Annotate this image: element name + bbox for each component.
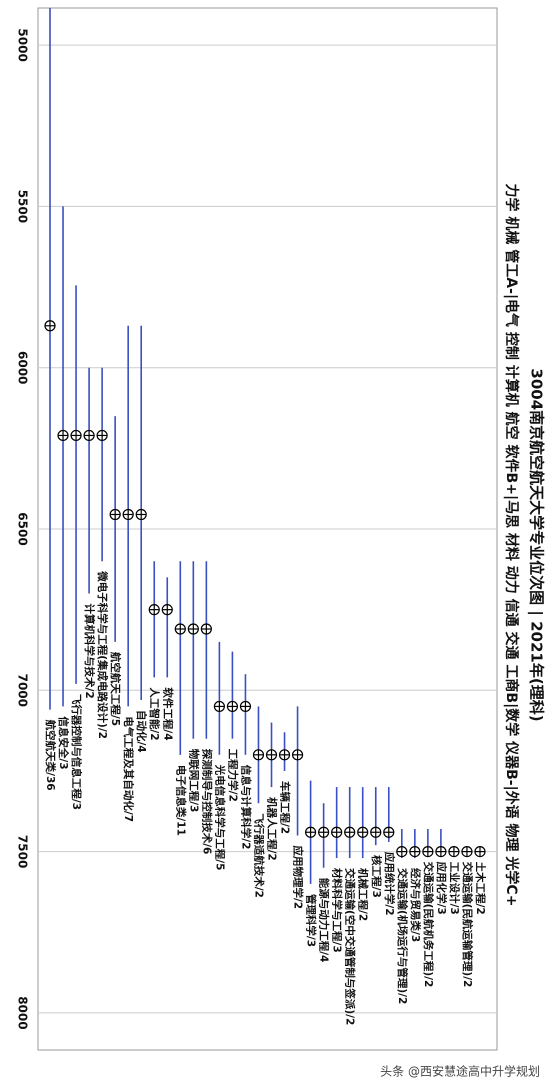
- marker: [200, 623, 212, 635]
- marker: [57, 429, 69, 442]
- marker: [122, 508, 134, 521]
- marker: [461, 846, 473, 858]
- watermark: 头条 @西安慧途高中升学规划: [380, 1064, 540, 1079]
- category-label: 能源与动力工程/4: [318, 878, 331, 963]
- category-label: 光电信息科学与工程/5: [213, 764, 226, 871]
- marker: [187, 623, 199, 635]
- marker: [96, 429, 108, 442]
- category-label: 机械工程/2: [357, 868, 370, 921]
- category-label: 航空航天类/36: [44, 720, 57, 791]
- category-label: 信息安全/3: [57, 716, 70, 769]
- category-label: 机器人工程/2: [266, 797, 279, 861]
- marker: [291, 749, 304, 761]
- category-label: 车辆工程/2: [279, 781, 292, 834]
- marker: [135, 508, 147, 521]
- category-label: 计算机科学与技术/2: [83, 604, 96, 699]
- marker: [161, 604, 173, 616]
- category-label: 软件工程/4: [161, 687, 174, 740]
- marker: [174, 623, 186, 635]
- marker: [409, 846, 421, 858]
- marker: [109, 508, 121, 521]
- category-label: 自动化/4: [135, 710, 148, 753]
- category-label: 信息与计算科学/2: [239, 765, 252, 850]
- y-tick-label: 7000: [16, 674, 30, 707]
- category-label: 交通运输(民航运输管理)/2: [461, 862, 474, 988]
- marker: [396, 846, 408, 858]
- category-label: 材料科学与工程/3: [331, 867, 344, 953]
- marker: [448, 846, 460, 858]
- category-label: 人工智能/2: [148, 687, 161, 740]
- category-label: 探测制导与控制技术/6: [200, 749, 213, 855]
- y-tick-label: 6000: [16, 351, 30, 384]
- marker: [70, 429, 82, 442]
- marker: [278, 749, 291, 761]
- category-label: 物联网工程/3: [187, 749, 200, 813]
- category-label: 应用化学/3: [435, 862, 448, 915]
- category-label: 核工程/3: [370, 855, 383, 898]
- y-tick-label: 7500: [16, 835, 30, 868]
- y-tick-label: 8000: [16, 996, 30, 1029]
- marker: [474, 846, 486, 858]
- category-label: 电气工程及其自动化/7: [122, 716, 135, 822]
- marker: [331, 826, 343, 838]
- category-label: 经济与贸易类/3: [409, 868, 422, 942]
- marker: [305, 826, 317, 838]
- category-label: 土木工程/2: [474, 862, 487, 915]
- marker: [422, 846, 434, 858]
- chart-title: 3004南京航空航天大学专业位次图 | 2021年(理科): [527, 368, 546, 721]
- category-label: 工程力学/2: [226, 749, 239, 802]
- marker: [383, 826, 395, 838]
- marker: [239, 700, 252, 713]
- marker: [435, 846, 447, 858]
- y-tick-label: 5500: [16, 190, 30, 223]
- category-label: 交通运输(空中交通管制与签派)/2: [344, 868, 357, 1025]
- marker: [357, 826, 369, 838]
- marker: [344, 826, 356, 838]
- category-label: 工业设计/3: [448, 862, 461, 915]
- marker: [44, 320, 56, 332]
- category-label: 管理科学/3: [305, 894, 318, 947]
- y-tick-label: 5000: [16, 28, 30, 61]
- category-label: 应用统计学/2: [383, 852, 396, 916]
- marker: [213, 700, 225, 713]
- category-label: 应用物理学/2: [292, 845, 305, 909]
- category-label: 飞行器控制与信息工程/3: [70, 694, 83, 810]
- marker: [252, 749, 265, 761]
- category-label: 飞行器适航技术/2: [252, 813, 265, 898]
- y-tick-label: 6500: [16, 512, 30, 545]
- category-label: 电子信息类/11: [174, 765, 187, 836]
- marker: [318, 826, 330, 838]
- marker: [148, 604, 160, 616]
- marker: [265, 749, 278, 761]
- category-label: 交通运输(民航机务工程)/2: [422, 862, 435, 988]
- category-label: 微电子科学与工程(集成电路设计)/2: [96, 570, 109, 739]
- marker: [226, 700, 239, 713]
- category-label: 航空航天工程/5: [109, 652, 122, 726]
- chart-subtitle: 力学 机械 管工A-|电气 控制 计算机 航空 软件B+|马思 材料 动力 信通…: [503, 184, 520, 907]
- marker: [370, 826, 382, 838]
- category-label: 交通运输(机场运行与管理)/2: [396, 868, 409, 1004]
- marker: [83, 429, 95, 442]
